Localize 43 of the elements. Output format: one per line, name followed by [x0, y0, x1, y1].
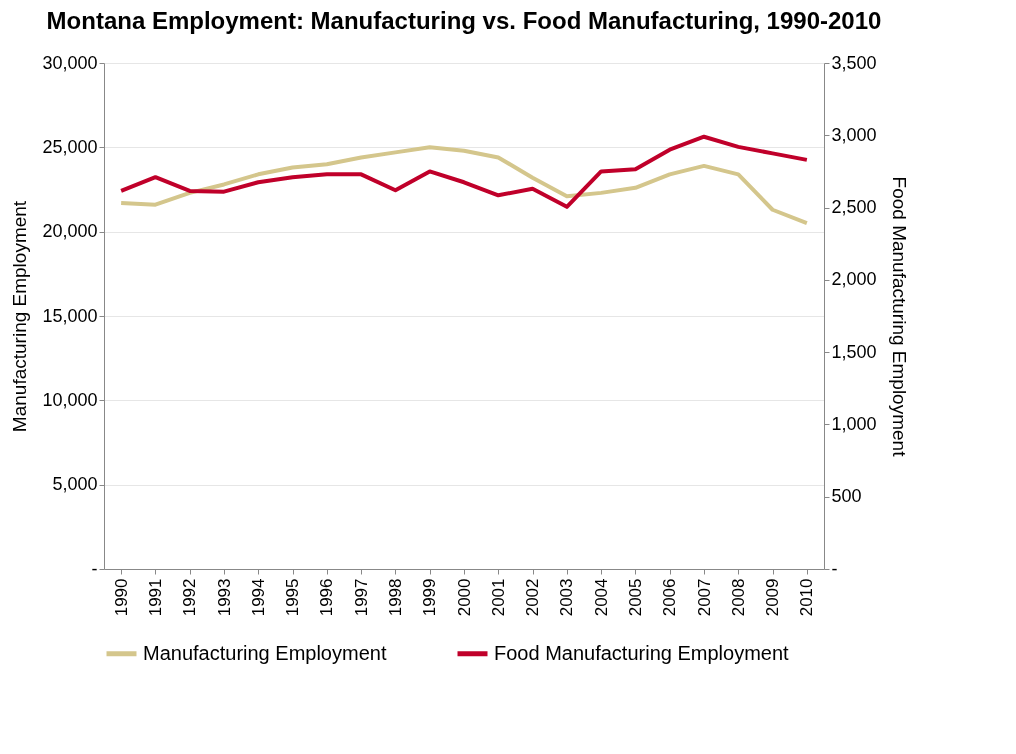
y-tick-label: 15,000	[42, 305, 98, 326]
y-tick-label: 10,000	[42, 389, 98, 410]
x-tick-label: 1995	[283, 578, 303, 617]
x-tick-label: 1997	[351, 578, 371, 617]
y-tick-label: -	[91, 558, 98, 579]
line-series	[119, 145, 809, 226]
x-tick-label: 2002	[523, 578, 543, 617]
x-tick-label: 2001	[488, 578, 508, 617]
y-tick-label: 20,000	[42, 221, 98, 242]
y2-tick-label: 2,000	[831, 269, 877, 290]
legend-label: Manufacturing Employment	[143, 641, 387, 664]
line-series	[119, 134, 809, 209]
y-tick-label: 25,000	[42, 136, 98, 157]
x-tick-label: 2008	[728, 578, 748, 617]
y2-tick-label: 1,000	[831, 413, 877, 434]
legend-label: Food Manufacturing Employment	[494, 641, 790, 664]
x-tick-label: 2009	[763, 578, 783, 617]
y-tick-label: 30,000	[42, 52, 98, 73]
x-tick-label: 2006	[660, 578, 680, 617]
x-tick-label: 2003	[557, 578, 577, 617]
y2-tick-label: 3,000	[831, 124, 877, 145]
y-axis-title: Manufacturing Employment	[9, 200, 31, 433]
chart-title: Montana Employment: Manufacturing vs. Food Manufacturing, 1990-2010	[46, 7, 882, 34]
y2-tick-label: 500	[831, 486, 862, 507]
x-tick-label: 1996	[317, 578, 337, 617]
x-tick-label: 1993	[214, 578, 234, 617]
x-tick-label: 1994	[248, 578, 268, 617]
x-tick-label: 2004	[591, 578, 611, 617]
x-tick-label: 2000	[454, 578, 474, 617]
x-tick-label: 1991	[145, 578, 165, 617]
y2-tick-label: -	[831, 558, 838, 579]
x-tick-label: 2010	[797, 578, 817, 617]
x-tick-label: 1999	[420, 578, 440, 617]
y2-tick-label: 3,500	[831, 52, 877, 73]
x-tick-label: 1992	[180, 578, 200, 617]
x-tick-label: 2005	[625, 578, 645, 617]
x-tick-label: 1998	[385, 578, 405, 617]
y2-tick-label: 1,500	[831, 341, 877, 362]
y2-tick-label: 2,500	[831, 197, 877, 218]
x-tick-label: 1990	[111, 578, 131, 617]
y2-axis-title: Food Manufacturing Employment	[888, 176, 910, 458]
y-tick-label: 5,000	[52, 474, 98, 495]
x-tick-label: 2007	[694, 578, 714, 617]
